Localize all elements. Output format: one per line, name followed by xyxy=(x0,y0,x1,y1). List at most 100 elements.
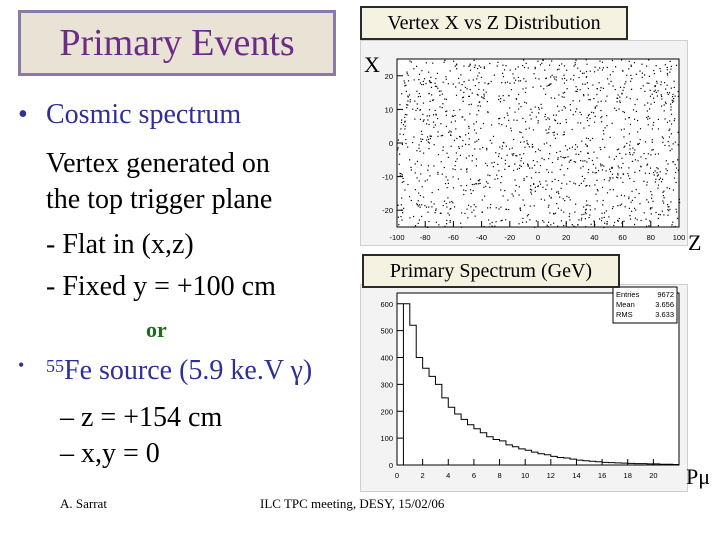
scatter-point xyxy=(576,88,579,91)
scatter-point xyxy=(574,148,576,151)
scatter-point xyxy=(433,165,435,167)
scatter-point xyxy=(530,177,533,179)
scatter-point xyxy=(660,70,662,72)
scatter-point xyxy=(544,69,546,71)
scatter-point xyxy=(665,88,667,90)
scatter-point xyxy=(574,183,577,185)
scatter-point xyxy=(594,115,596,117)
scatter-point xyxy=(570,159,572,161)
scatter-point xyxy=(465,157,467,159)
scatter-point xyxy=(606,223,608,225)
scatter-point xyxy=(644,90,646,92)
scatter-y-tick-label: 0 xyxy=(389,139,393,148)
scatter-point xyxy=(444,98,446,100)
scatter-point xyxy=(463,91,465,94)
scatter-point xyxy=(450,121,453,123)
scatter-point xyxy=(516,119,518,121)
scatter-point xyxy=(410,166,412,168)
scatter-point xyxy=(612,71,614,73)
scatter-point xyxy=(518,80,520,82)
histogram-x-tick-label: 18 xyxy=(624,471,632,480)
scatter-point xyxy=(603,133,605,135)
scatter-point xyxy=(609,176,611,179)
scatter-x-tick-label: -20 xyxy=(504,233,515,242)
scatter-point xyxy=(657,217,659,219)
scatter-point xyxy=(551,60,553,62)
scatter-point xyxy=(418,92,420,95)
scatter-point xyxy=(523,141,525,143)
scatter-point xyxy=(476,114,478,116)
scatter-point xyxy=(434,85,437,87)
scatter-point xyxy=(593,97,595,100)
scatter-point xyxy=(483,97,485,100)
scatter-point xyxy=(629,218,632,220)
scatter-point xyxy=(448,131,450,133)
scatter-point xyxy=(649,89,651,91)
page-title: Primary Events xyxy=(59,22,295,64)
scatter-point xyxy=(526,140,528,142)
scatter-point xyxy=(477,67,479,70)
scatter-point xyxy=(576,90,578,93)
scatter-point xyxy=(575,203,577,205)
stats-box xyxy=(612,286,678,324)
scatter-point xyxy=(583,72,585,74)
scatter-point xyxy=(426,179,428,181)
scatter-point xyxy=(400,216,402,218)
scatter-point xyxy=(657,90,659,92)
scatter-point xyxy=(587,204,589,206)
scatter-point xyxy=(571,146,574,148)
scatter-point xyxy=(631,78,633,80)
scatter-point xyxy=(633,180,635,183)
scatter-point xyxy=(622,89,624,91)
scatter-point xyxy=(614,88,616,91)
scatter-point xyxy=(412,108,414,110)
scatter-point xyxy=(601,164,603,166)
scatter-point xyxy=(397,147,399,149)
scatter-point xyxy=(617,219,619,222)
scatter-point xyxy=(468,95,471,98)
scatter-point xyxy=(585,137,588,139)
scatter-point xyxy=(450,131,452,133)
scatter-point xyxy=(656,80,658,82)
scatter-point xyxy=(622,181,624,183)
scatter-point xyxy=(550,197,552,199)
scatter-point xyxy=(651,194,653,196)
scatter-point xyxy=(471,211,473,213)
scatter-point xyxy=(478,88,480,91)
scatter-point xyxy=(584,83,586,85)
scatter-point xyxy=(633,207,636,209)
scatter-point xyxy=(407,74,409,76)
scatter-point xyxy=(601,69,604,71)
scatter-point xyxy=(410,61,412,63)
scatter-point xyxy=(455,152,457,154)
scatter-point xyxy=(484,82,486,84)
scatter-point xyxy=(564,200,566,202)
scatter-point xyxy=(440,123,442,125)
stats-label-rms: RMS xyxy=(616,310,633,319)
scatter-point xyxy=(533,73,535,75)
scatter-point xyxy=(568,196,570,198)
scatter-point xyxy=(407,96,409,98)
scatter-point xyxy=(466,208,468,210)
scatter-point xyxy=(515,98,517,100)
scatter-y-tick-label: -20 xyxy=(382,206,393,215)
scatter-point xyxy=(638,142,640,145)
scatter-point xyxy=(620,167,623,169)
scatter-point xyxy=(501,124,503,126)
scatter-point xyxy=(447,197,449,199)
scatter-point xyxy=(635,110,637,113)
scatter-point xyxy=(530,185,532,187)
scatter-point xyxy=(468,125,470,128)
scatter-point xyxy=(588,169,590,171)
scatter-point xyxy=(526,142,528,144)
scatter-point xyxy=(647,201,650,203)
scatter-point xyxy=(557,207,559,209)
scatter-point xyxy=(588,185,591,187)
scatter-point xyxy=(480,76,483,78)
scatter-point xyxy=(419,109,422,111)
scatter-point xyxy=(481,211,483,213)
scatter-point xyxy=(669,120,671,122)
scatter-point xyxy=(628,68,630,70)
scatter-point xyxy=(430,76,432,78)
scatter-point xyxy=(616,101,618,103)
